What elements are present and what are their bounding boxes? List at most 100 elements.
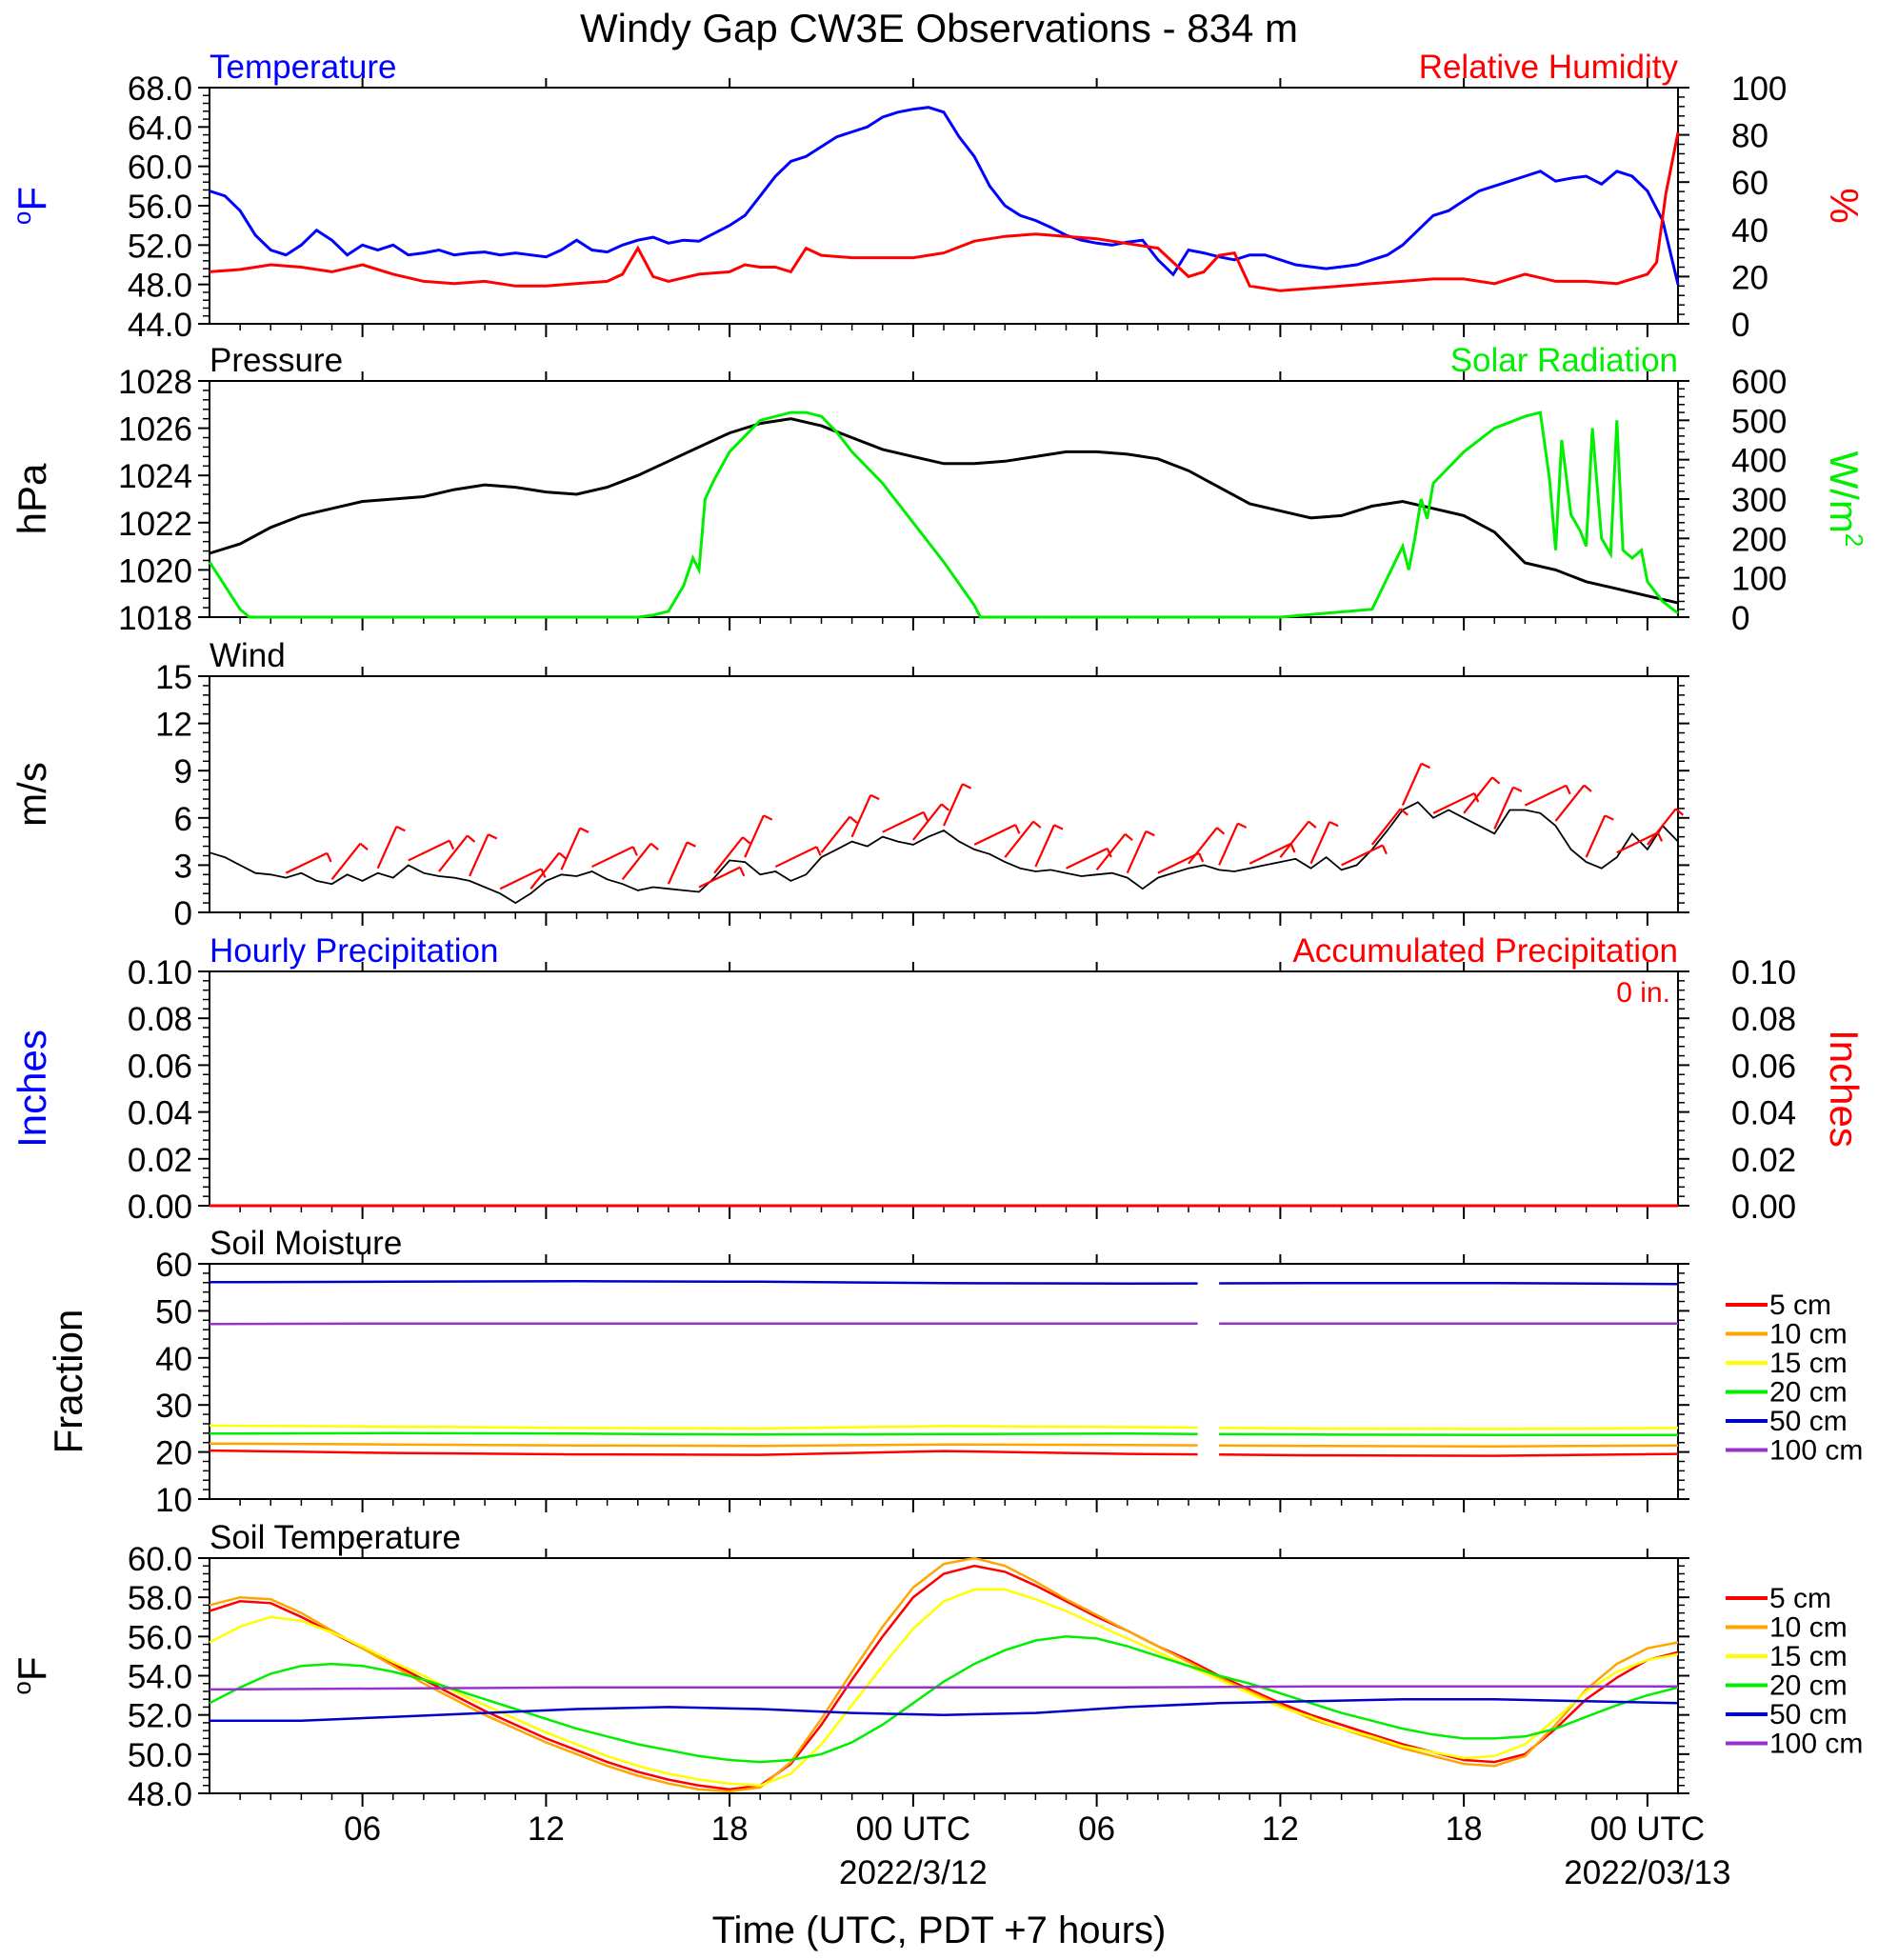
x-tick-label: 12	[1262, 1810, 1299, 1848]
wind-barb	[591, 846, 634, 869]
left-tick-label: 40	[155, 1341, 192, 1378]
wind-barb-flag	[849, 815, 858, 824]
wind-barb	[1401, 763, 1423, 807]
legend-label: 5 cm	[1769, 1583, 1831, 1614]
panel-left-title: Pressure	[210, 342, 343, 379]
wind-barb-flag	[649, 842, 659, 850]
wind-barb-flag	[1421, 762, 1430, 770]
legend-label: 20 cm	[1769, 1670, 1848, 1702]
legend-label: 100 cm	[1769, 1729, 1863, 1760]
wind-barb	[1554, 784, 1586, 822]
left-tick-label: 68.0	[128, 70, 192, 108]
wind-barb-flag	[1237, 822, 1248, 829]
legend-label: 20 cm	[1769, 1377, 1848, 1409]
left-tick-label: 44.0	[128, 307, 192, 344]
wind-barb	[1647, 808, 1677, 846]
right-tick-label: 0.00	[1731, 1189, 1796, 1226]
wind-barb-flag	[687, 841, 696, 848]
right-tick-label: 100	[1731, 70, 1787, 108]
wind-barb	[1463, 776, 1493, 814]
series-pressure	[209, 417, 1679, 605]
series-soil-moisture-100cm	[209, 1322, 1678, 1326]
right-tick-label: 40	[1731, 212, 1768, 250]
x-axis-label: Time (UTC, PDT +7 hours)	[712, 1910, 1167, 1951]
wind-barb-flag	[1308, 820, 1317, 829]
wind-barb-flag	[467, 834, 476, 843]
wind-barb	[973, 824, 1016, 846]
wind-barb	[1370, 808, 1402, 846]
wind-barb-flag	[1289, 843, 1296, 853]
wind-barb	[1066, 847, 1109, 870]
wind-barb	[560, 828, 582, 870]
left-tick-label: 60.0	[128, 1541, 192, 1578]
panel-left-title: Soil Moisture	[210, 1225, 402, 1262]
right-tick-label: 500	[1731, 403, 1787, 440]
right-tick-label: 20	[1731, 259, 1768, 296]
left-tick-label: 56.0	[128, 1619, 192, 1656]
legend-label: 5 cm	[1769, 1290, 1831, 1321]
wind-barb	[408, 839, 450, 862]
left-tick-label: 50	[155, 1293, 192, 1330]
left-tick-label: 1024	[118, 458, 192, 495]
right-tick-label: 0.08	[1731, 1001, 1796, 1038]
wind-barb	[499, 868, 542, 890]
wind-barb-flag	[1583, 784, 1592, 792]
panel-right-title: Solar Radiation	[1450, 342, 1678, 379]
wind-barb	[1157, 851, 1200, 874]
right-unit-label: W/m2	[1822, 451, 1868, 548]
x-date-label: 2022/03/13	[1564, 1854, 1730, 1891]
right-tick-label: 0	[1731, 600, 1749, 637]
right-tick-label: 600	[1731, 364, 1787, 401]
wind-barb	[1493, 787, 1514, 830]
right-tick-label: 0.06	[1731, 1048, 1796, 1085]
left-tick-label: 0.02	[128, 1142, 192, 1179]
left-tick-label: 0.06	[128, 1048, 192, 1085]
right-tick-label: 60	[1731, 165, 1768, 202]
left-tick-label: 48.0	[128, 1776, 192, 1813]
wind-barb	[1585, 814, 1607, 858]
wind-barb	[882, 810, 925, 833]
left-tick-label: 6	[174, 801, 192, 838]
panel-frame	[209, 970, 1679, 1207]
wind-barb-flag	[742, 836, 751, 845]
wind-barb	[438, 834, 469, 872]
left-tick-label: 52.0	[128, 1698, 192, 1735]
wind-barb-flag	[1656, 831, 1664, 842]
legend-label: 10 cm	[1769, 1319, 1848, 1350]
series-soil-temp-20cm	[209, 1635, 1679, 1764]
x-tick-label: 12	[528, 1810, 565, 1848]
right-tick-label: 200	[1731, 521, 1787, 558]
x-tick-label: 00 UTC	[856, 1810, 971, 1848]
right-unit-label: Inches	[1822, 1030, 1867, 1148]
panel-frame	[209, 1263, 1679, 1500]
wind-barb-flag	[1512, 786, 1523, 792]
series-soil-temp-10cm	[209, 1556, 1679, 1793]
left-tick-label: 0.04	[128, 1095, 192, 1132]
panel-left-title: Hourly Precipitation	[210, 932, 498, 970]
left-unit-label: oF	[8, 1656, 54, 1694]
wind-barb	[713, 836, 744, 874]
legend-label: 100 cm	[1769, 1435, 1863, 1467]
accumulated-precip-value: 0 in.	[1616, 977, 1670, 1009]
left-tick-label: 0.08	[128, 1001, 192, 1038]
left-tick-label: 1020	[118, 552, 192, 590]
x-tick-label: 18	[1446, 1810, 1483, 1848]
left-tick-label: 52.0	[128, 228, 192, 265]
wind-barb-flag	[1198, 852, 1205, 863]
left-unit-label: m/s	[10, 762, 54, 827]
wind-barb-flag	[1604, 814, 1614, 821]
wind-barb-flag	[763, 814, 773, 821]
series-wind-speed	[209, 801, 1679, 905]
left-tick-label: 64.0	[128, 110, 192, 147]
series-relative-humidity	[209, 131, 1680, 292]
wind-barb	[376, 826, 398, 870]
wind-barb-flag	[1124, 832, 1133, 842]
wind-barb-flag	[488, 833, 498, 840]
wind-barb	[744, 814, 765, 858]
right-tick-label: 80	[1731, 118, 1768, 155]
wind-barb-flag	[359, 842, 369, 850]
left-tick-label: 58.0	[128, 1580, 192, 1617]
wind-barb	[1188, 827, 1218, 865]
series-soil-temp-50cm	[210, 1697, 1679, 1723]
right-tick-label: 300	[1731, 482, 1787, 519]
